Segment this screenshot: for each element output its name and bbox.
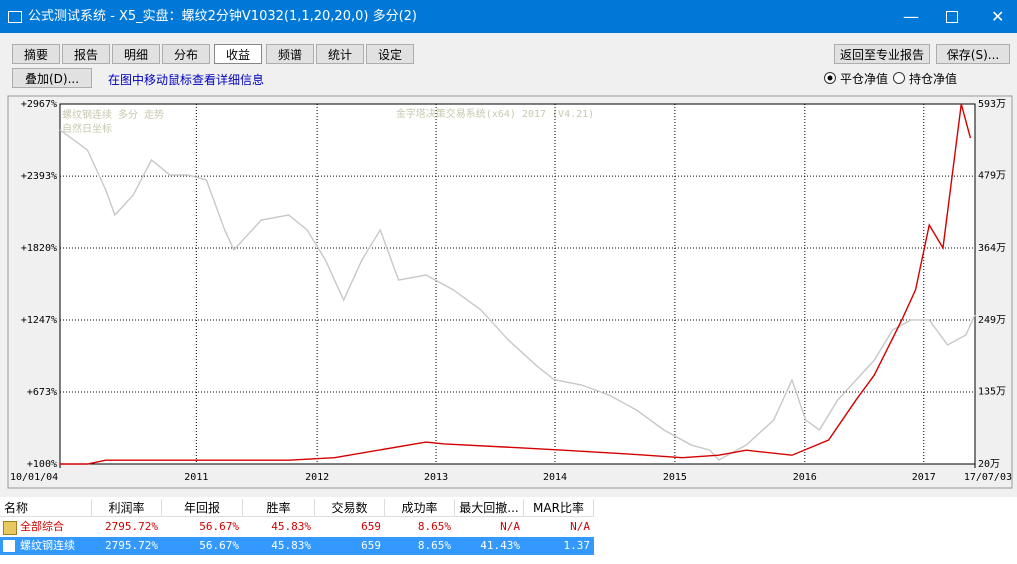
tab[interactable]: 设定 — [366, 44, 414, 64]
y2-tick-label: 479万 — [978, 171, 1006, 182]
plot-area — [59, 103, 976, 465]
column-header: 名称 — [0, 499, 92, 517]
table-cell: N/A — [570, 520, 590, 533]
table-cell: 8.65% — [417, 520, 451, 533]
tab[interactable]: 摘要 — [12, 44, 60, 64]
y2-tick-label: 249万 — [978, 315, 1006, 326]
overlay-button[interactable]: 叠加(D)... — [12, 68, 92, 88]
minimize[interactable]: — — [903, 7, 919, 26]
chart: 金字塔决策交易系统(x64) 2017 (V4.21) 螺纹钢连续 多分 走势 … — [7, 95, 1013, 489]
y2-tick-label: 20万 — [978, 459, 1000, 470]
title-bar: 公式测试系统 - X5_实盘：螺纹2分钟V1032(1,1,20,20,0) 多… — [0, 0, 1017, 33]
x-tick-label: 2014 — [543, 472, 567, 483]
tab[interactable]: 统计 — [316, 44, 364, 64]
y2-tick-label: 593万 — [978, 99, 1006, 110]
y-tick-label: +1247% — [21, 315, 57, 326]
table-cell: 659 — [361, 539, 381, 552]
table-cell: 56.67% — [199, 520, 239, 533]
column-header: 胜率 — [243, 499, 315, 517]
table-cell: 45.83% — [271, 539, 311, 552]
tab[interactable]: 分布 — [162, 44, 210, 64]
radio-button[interactable] — [824, 72, 836, 84]
y-tick-label: +1820% — [21, 243, 57, 254]
table-cell: 56.67% — [199, 539, 239, 552]
table-cell: 2795.72% — [105, 539, 158, 552]
y-tick-label: +2967% — [21, 99, 57, 110]
table-cell: 659 — [361, 520, 381, 533]
table-cell: 1.37 — [563, 539, 591, 552]
table-row[interactable]: 全部综合 2795.72% 56.67% 45.83% 659 8.65% N/A N/A — [0, 518, 594, 536]
watermark: 金字塔决策交易系统(x64) 2017 (V4.21) — [396, 107, 594, 120]
table-cell: 8.65% — [417, 539, 451, 552]
table-cell: N/A — [500, 520, 520, 533]
series-line — [60, 103, 972, 465]
annotation: 螺纹钢连续 多分 走势 — [62, 108, 164, 121]
x-tick-label: 2011 — [184, 472, 208, 483]
radio-label: 持仓净值 — [909, 72, 958, 86]
x-tick-label: 2013 — [424, 472, 448, 483]
back-button[interactable]: 返回至专业报告 — [834, 44, 930, 64]
close[interactable]: ✕ — [991, 7, 1005, 26]
tab[interactable]: 收益 — [214, 44, 262, 64]
column-header: 最大回撤... — [455, 499, 524, 517]
x-tick-label: 2016 — [793, 472, 817, 483]
app-icon — [8, 11, 22, 23]
save-button[interactable]: 保存(S)... — [936, 44, 1010, 64]
column-header: 年回报 — [162, 499, 243, 517]
x-tick-label: 2017 — [912, 472, 936, 483]
table-row[interactable]: 螺纹钢连续 2795.72% 56.67% 45.83% 659 8.65% 41.43% 1… — [0, 537, 594, 555]
x-tick-label: 2015 — [663, 472, 687, 483]
y-tick-label: +2393% — [21, 171, 57, 182]
stats-table: 名称 利润率 年回报 胜率 交易数 成功率 最大回撤... MAR比率全部综合 2795.72%… — [0, 497, 1017, 564]
y2-tick-label: 364万 — [978, 243, 1006, 254]
x-tick-label: 10/01/04 — [10, 472, 58, 483]
table-cell: 2795.72% — [105, 520, 158, 533]
tab[interactable]: 明细 — [112, 44, 160, 64]
tab[interactable]: 报告 — [62, 44, 110, 64]
radio-button[interactable] — [893, 72, 905, 84]
table-cell: 41.43% — [480, 539, 520, 552]
window-title: 公式测试系统 - X5_实盘：螺纹2分钟V1032(1,1,20,20,0) 多… — [28, 9, 417, 24]
table-cell: 45.83% — [271, 520, 311, 533]
hint: 在图中移动鼠标查看详细信息 — [108, 73, 265, 87]
series-line — [59, 129, 976, 461]
tab[interactable]: 频谱 — [266, 44, 314, 64]
column-header: MAR比率 — [524, 499, 594, 517]
column-header: 交易数 — [315, 499, 385, 517]
table-cell: 螺纹钢连续 — [20, 539, 75, 552]
row-icon — [3, 521, 17, 535]
annotation: 自然日坐标 — [62, 122, 112, 135]
x-tick-label: 17/07/03 — [964, 472, 1012, 483]
row-icon — [3, 540, 15, 552]
y-tick-label: +673% — [27, 387, 57, 398]
y2-tick-label: 135万 — [978, 387, 1006, 398]
maximize[interactable] — [946, 11, 958, 23]
x-tick-label: 2012 — [305, 472, 329, 483]
radio-label: 平仓净值 — [840, 72, 889, 86]
column-header: 利润率 — [92, 499, 162, 517]
column-header: 成功率 — [385, 499, 455, 517]
table-cell: 全部综合 — [20, 520, 64, 533]
y-tick-label: +100% — [27, 459, 57, 470]
